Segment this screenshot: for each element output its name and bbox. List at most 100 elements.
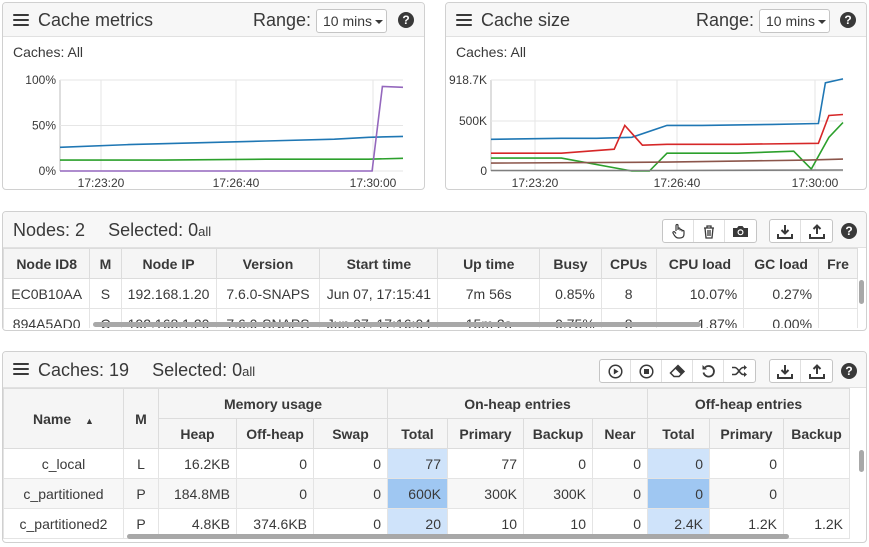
nodes-column-header[interactable]: Version	[215, 248, 321, 279]
nodes-column-header[interactable]: Start time	[319, 248, 439, 279]
undo-icon[interactable]	[693, 360, 724, 382]
help-icon[interactable]: ?	[841, 363, 857, 379]
caches-column-header[interactable]: Primary	[447, 418, 524, 449]
caches-panel: Caches: 19 Selected: 0all	[2, 351, 867, 543]
series-line-4	[491, 169, 844, 172]
nodes-vertical-scrollbar[interactable]	[859, 280, 864, 304]
cache-cell: 10	[523, 508, 593, 539]
cache-metrics-chart: 100% 50% 0% 17:23:20 17:26:40 17:30:00	[25, 73, 404, 189]
cache-cell: P	[123, 478, 159, 509]
cache-row[interactable]: c_partitioned P 184.8MB 0 0 600K 300K 300K 0 0 0	[3, 478, 850, 509]
caches-grid: Name ▲ M Memory usage On-heap entries Of…	[3, 388, 860, 540]
nodes-column-header[interactable]: Node IP	[120, 248, 217, 279]
menu-icon[interactable]	[456, 14, 472, 26]
nodes-column-header[interactable]: CPU load	[655, 248, 745, 279]
caret-down-icon	[818, 20, 827, 25]
cache-metrics-panel: Cache metrics Range: 10 mins ? Caches: A…	[2, 2, 425, 190]
download-icon[interactable]	[770, 360, 801, 382]
node-cell: EC0B10AA	[3, 278, 91, 309]
caches-action-group	[599, 359, 756, 383]
caches-column-header[interactable]: Primary	[709, 418, 784, 449]
stop-icon[interactable]	[631, 360, 662, 382]
nodes-grid: Node ID8 M Node IP Version Start time Up time…	[3, 248, 858, 328]
name-header-label: Name	[33, 410, 72, 427]
play-icon[interactable]	[600, 360, 631, 382]
caches-column-header[interactable]: Heap	[158, 418, 237, 449]
x-tick-label: 17:26:40	[654, 176, 701, 189]
x-tick-label: 17:26:40	[213, 176, 260, 189]
caches-column-header[interactable]: Off-heap	[236, 418, 314, 449]
nodes-column-header[interactable]: GC load	[743, 248, 820, 279]
series-line-2	[491, 121, 844, 172]
download-icon[interactable]	[770, 220, 801, 242]
eraser-icon[interactable]	[662, 360, 693, 382]
cache-row[interactable]: c_partitioned2 P 4.8KB 374.6KB 0 20 10 10 0 2.4K 1…	[3, 508, 850, 539]
cache-cell: 184.8MB	[158, 478, 237, 509]
caches-column-header[interactable]: Backup	[783, 418, 850, 449]
nodes-column-header[interactable]: CPUs	[600, 248, 657, 279]
range-select[interactable]: 10 mins	[316, 9, 387, 33]
caches-header: Caches: 19 Selected: 0all	[3, 352, 866, 388]
cache-cell: 16.2KB	[158, 448, 237, 479]
caches-column-header[interactable]: Total	[647, 418, 710, 449]
cache-row[interactable]: c_local L 16.2KB 0 0 77 77 0 0 0 0	[3, 448, 850, 479]
range-select[interactable]: 10 mins	[759, 9, 830, 33]
node-cell: 0.00%	[743, 308, 820, 328]
memory-usage-group-header: Memory usage	[158, 388, 388, 419]
cache-cell: c_local	[3, 448, 124, 479]
caches-count: Caches: 19	[38, 360, 130, 380]
nodes-action-group	[662, 219, 757, 243]
cache-cell: 0	[236, 448, 314, 479]
caches-horizontal-scrollbar[interactable]	[127, 534, 789, 539]
nodes-horizontal-scrollbar[interactable]	[93, 322, 701, 327]
x-tick-label: 17:23:20	[512, 176, 559, 189]
node-cell: 894A5AD0	[3, 308, 91, 328]
hand-icon[interactable]	[663, 220, 694, 242]
nodes-header: Nodes: 2 Selected: 0all ?	[3, 212, 866, 248]
caches-column-header[interactable]: Swap	[313, 418, 388, 449]
nodes-column-header[interactable]: M	[89, 248, 122, 279]
y-tick-label: 918.7K	[449, 73, 487, 87]
caches-filter-label: Caches: All	[456, 44, 527, 60]
nodes-export-group	[769, 219, 833, 243]
cache-size-panel: Cache size Range: 10 mins ? Caches: All …	[445, 2, 867, 190]
nodes-count: Nodes: 2	[13, 220, 86, 240]
trash-icon[interactable]	[694, 220, 725, 242]
cache-cell: 77	[447, 448, 524, 479]
node-cell	[818, 278, 858, 309]
cache-cell: 0	[236, 478, 314, 509]
name-column-header[interactable]: Name ▲	[3, 388, 124, 449]
caches-column-header[interactable]: Near	[592, 418, 648, 449]
sort-asc-icon: ▲	[85, 415, 94, 426]
node-cell: 8	[600, 278, 657, 309]
menu-icon[interactable]	[13, 363, 29, 375]
menu-icon[interactable]	[13, 14, 29, 26]
caches-column-header[interactable]: Total	[387, 418, 448, 449]
series-line-1	[60, 157, 404, 161]
upload-icon[interactable]	[801, 220, 832, 242]
cache-cell: 300K	[523, 478, 593, 509]
y-tick-label: 50%	[32, 119, 56, 133]
node-row[interactable]: EC0B10AA S 192.168.1.20 7.6.0-SNAPS Jun 07, …	[3, 278, 858, 309]
mode-column-header[interactable]: M	[123, 388, 159, 449]
caret-down-icon	[375, 20, 384, 25]
help-icon[interactable]: ?	[398, 12, 414, 28]
y-tick-label: 0	[480, 164, 487, 178]
caches-column-header[interactable]: Backup	[523, 418, 593, 449]
nodes-column-header[interactable]: Fre	[818, 248, 858, 279]
cache-metrics-header: Cache metrics Range: 10 mins ?	[3, 3, 424, 37]
upload-icon[interactable]	[801, 360, 832, 382]
cache-cell: 600K	[387, 478, 448, 509]
nodes-column-header[interactable]: Busy	[539, 248, 602, 279]
camera-icon[interactable]	[725, 220, 756, 242]
off-heap-entries-group-header: Off-heap entries	[647, 388, 850, 419]
help-icon[interactable]: ?	[840, 12, 856, 28]
caches-selected-all: all	[242, 364, 256, 379]
series-line-3	[490, 158, 844, 164]
help-icon[interactable]: ?	[841, 223, 857, 239]
cache-size-header: Cache size Range: 10 mins ?	[446, 3, 866, 37]
nodes-column-header[interactable]: Up time	[437, 248, 541, 279]
nodes-column-header[interactable]: Node ID8	[3, 248, 91, 279]
shuffle-icon[interactable]	[724, 360, 755, 382]
caches-vertical-scrollbar[interactable]	[859, 450, 864, 472]
